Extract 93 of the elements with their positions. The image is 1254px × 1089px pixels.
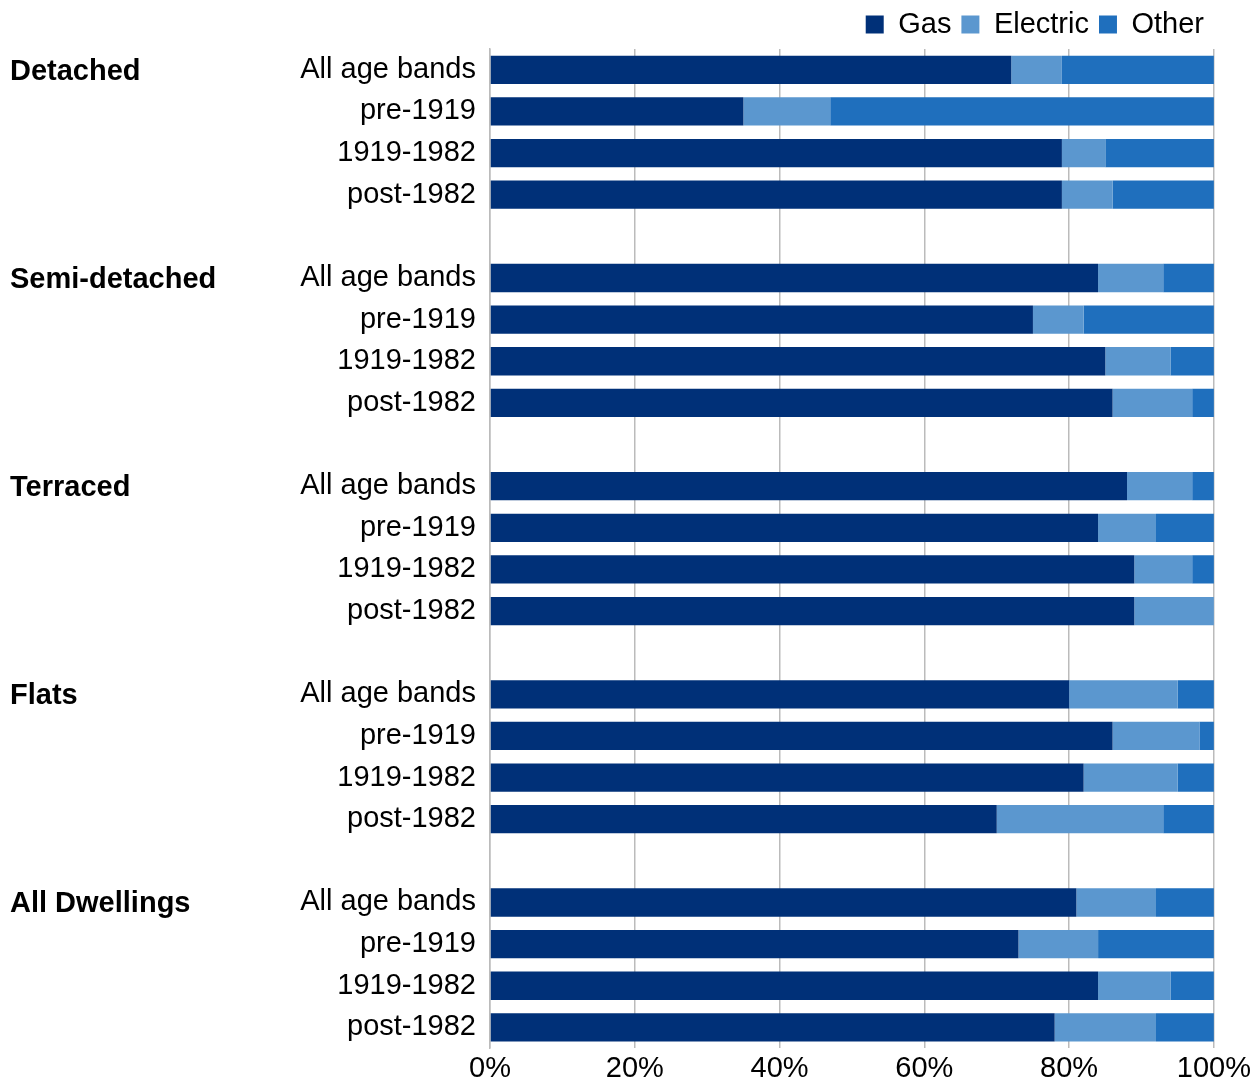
bar <box>490 680 1070 709</box>
bar <box>1156 1013 1214 1042</box>
bar <box>490 388 1113 418</box>
bar <box>1199 721 1214 751</box>
bar <box>490 596 1135 626</box>
x-tick-label: 40% <box>750 1050 809 1083</box>
bar <box>1192 472 1214 501</box>
bar <box>1018 929 1099 959</box>
y-tick-label: All age bands <box>300 884 476 917</box>
legend-label: Other <box>1131 6 1205 39</box>
y-tick-label: 1919-1982 <box>337 967 476 1000</box>
x-tick-label: 80% <box>1040 1050 1099 1083</box>
bar <box>1156 513 1214 542</box>
bar <box>1054 1013 1156 1042</box>
bar <box>1076 888 1156 917</box>
bar <box>490 263 1099 293</box>
bar <box>1061 180 1113 209</box>
text: Detached <box>10 53 141 86</box>
text: Flats <box>10 678 78 711</box>
legend-label: Gas <box>898 6 952 39</box>
y-tick-label: 1919-1982 <box>337 759 476 792</box>
x-tick-label: 0% <box>469 1050 511 1083</box>
bar <box>1011 55 1062 84</box>
bar <box>1105 138 1214 168</box>
y-tick-label: All age bands <box>300 676 476 709</box>
x-tick-label: 60% <box>895 1050 954 1083</box>
bar <box>1069 680 1178 709</box>
bar <box>1170 347 1214 376</box>
bar <box>1032 305 1084 334</box>
bar <box>830 97 1214 126</box>
text: Semi-detached <box>10 261 217 294</box>
bar <box>1112 388 1193 418</box>
y-tick-label: pre-1919 <box>359 93 476 126</box>
y-tick-label: 1919-1982 <box>337 551 476 584</box>
text: All Dwellings <box>10 886 191 919</box>
y-tick-label: 1919-1982 <box>337 343 476 376</box>
y-tick-label: post-1982 <box>347 1009 476 1042</box>
bar <box>1112 180 1214 209</box>
bar <box>1098 513 1156 542</box>
bar <box>1134 596 1214 626</box>
bar <box>1112 721 1200 751</box>
bar <box>490 888 1077 917</box>
bar <box>1170 971 1214 1000</box>
bar <box>1134 555 1193 584</box>
y-tick-label: pre-1919 <box>359 509 476 542</box>
y-tick-label: pre-1919 <box>359 301 476 334</box>
bar <box>490 305 1033 334</box>
bar <box>1156 888 1214 917</box>
y-tick-label: post-1982 <box>347 593 476 626</box>
bar <box>1105 347 1171 376</box>
x-tick-label: 100% <box>1176 1050 1251 1083</box>
bar <box>490 1013 1055 1042</box>
bar <box>490 971 1099 1000</box>
legend-label: Electric <box>993 6 1089 39</box>
x-tick-label: 20% <box>605 1050 664 1083</box>
bar <box>1083 763 1178 792</box>
bar <box>743 97 831 126</box>
bar <box>1177 763 1214 792</box>
bar <box>490 472 1128 501</box>
y-tick-label: pre-1919 <box>359 926 476 959</box>
bar <box>1163 263 1214 293</box>
bar <box>1061 138 1106 168</box>
bar <box>1061 55 1214 84</box>
y-tick-label: post-1982 <box>347 384 476 417</box>
bar <box>1098 263 1164 293</box>
bar <box>1127 472 1193 501</box>
bar <box>1192 555 1214 584</box>
y-tick-label: All age bands <box>300 468 476 501</box>
bar <box>490 555 1135 584</box>
y-tick-label: pre-1919 <box>359 717 476 750</box>
bar <box>490 180 1062 209</box>
bar <box>490 721 1113 751</box>
bar <box>1098 929 1214 959</box>
bar <box>490 805 997 834</box>
text: Terraced <box>10 470 131 503</box>
bar <box>1098 971 1171 1000</box>
bar <box>490 97 744 126</box>
bar <box>490 929 1019 959</box>
bar <box>490 763 1084 792</box>
bar <box>996 805 1164 834</box>
bar <box>490 347 1106 376</box>
y-tick-label: All age bands <box>300 51 476 84</box>
y-tick-label: 1919-1982 <box>337 135 476 168</box>
bar <box>1192 388 1214 418</box>
bar <box>1177 680 1214 709</box>
y-tick-label: All age bands <box>300 259 476 292</box>
y-tick-label: post-1982 <box>347 176 476 209</box>
y-tick-label: post-1982 <box>347 801 476 834</box>
bar <box>490 55 1012 84</box>
bar <box>1163 805 1214 834</box>
bar <box>490 513 1099 542</box>
bar <box>1083 305 1214 334</box>
bar <box>490 138 1062 168</box>
